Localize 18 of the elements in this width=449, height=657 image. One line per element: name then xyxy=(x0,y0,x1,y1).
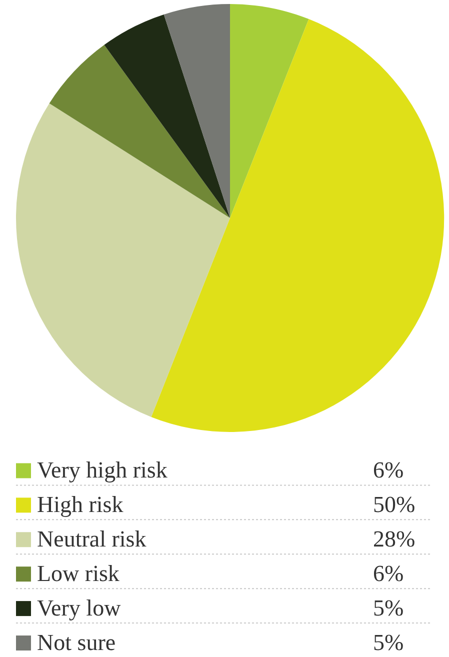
legend-label: Very high risk xyxy=(37,458,168,483)
pie-slice xyxy=(164,4,230,218)
data-label: 6% xyxy=(373,458,404,483)
pie-slice xyxy=(16,103,230,417)
legend-label: High risk xyxy=(37,492,124,518)
data-label: 28% xyxy=(373,526,416,552)
legend-label: Neutral risk xyxy=(37,526,147,552)
pie-slice xyxy=(230,4,309,218)
pie-slice xyxy=(151,19,444,432)
data-label: 6% xyxy=(373,561,404,586)
pie-slice xyxy=(104,14,230,218)
legend-label: Very low xyxy=(37,596,122,621)
legend-label: Low risk xyxy=(37,561,120,586)
legend-label: Not sure xyxy=(37,630,116,655)
data-label: 5% xyxy=(373,630,404,655)
pie-slice xyxy=(49,44,230,218)
data-label: 50% xyxy=(373,492,416,518)
data-label: 5% xyxy=(373,596,404,621)
